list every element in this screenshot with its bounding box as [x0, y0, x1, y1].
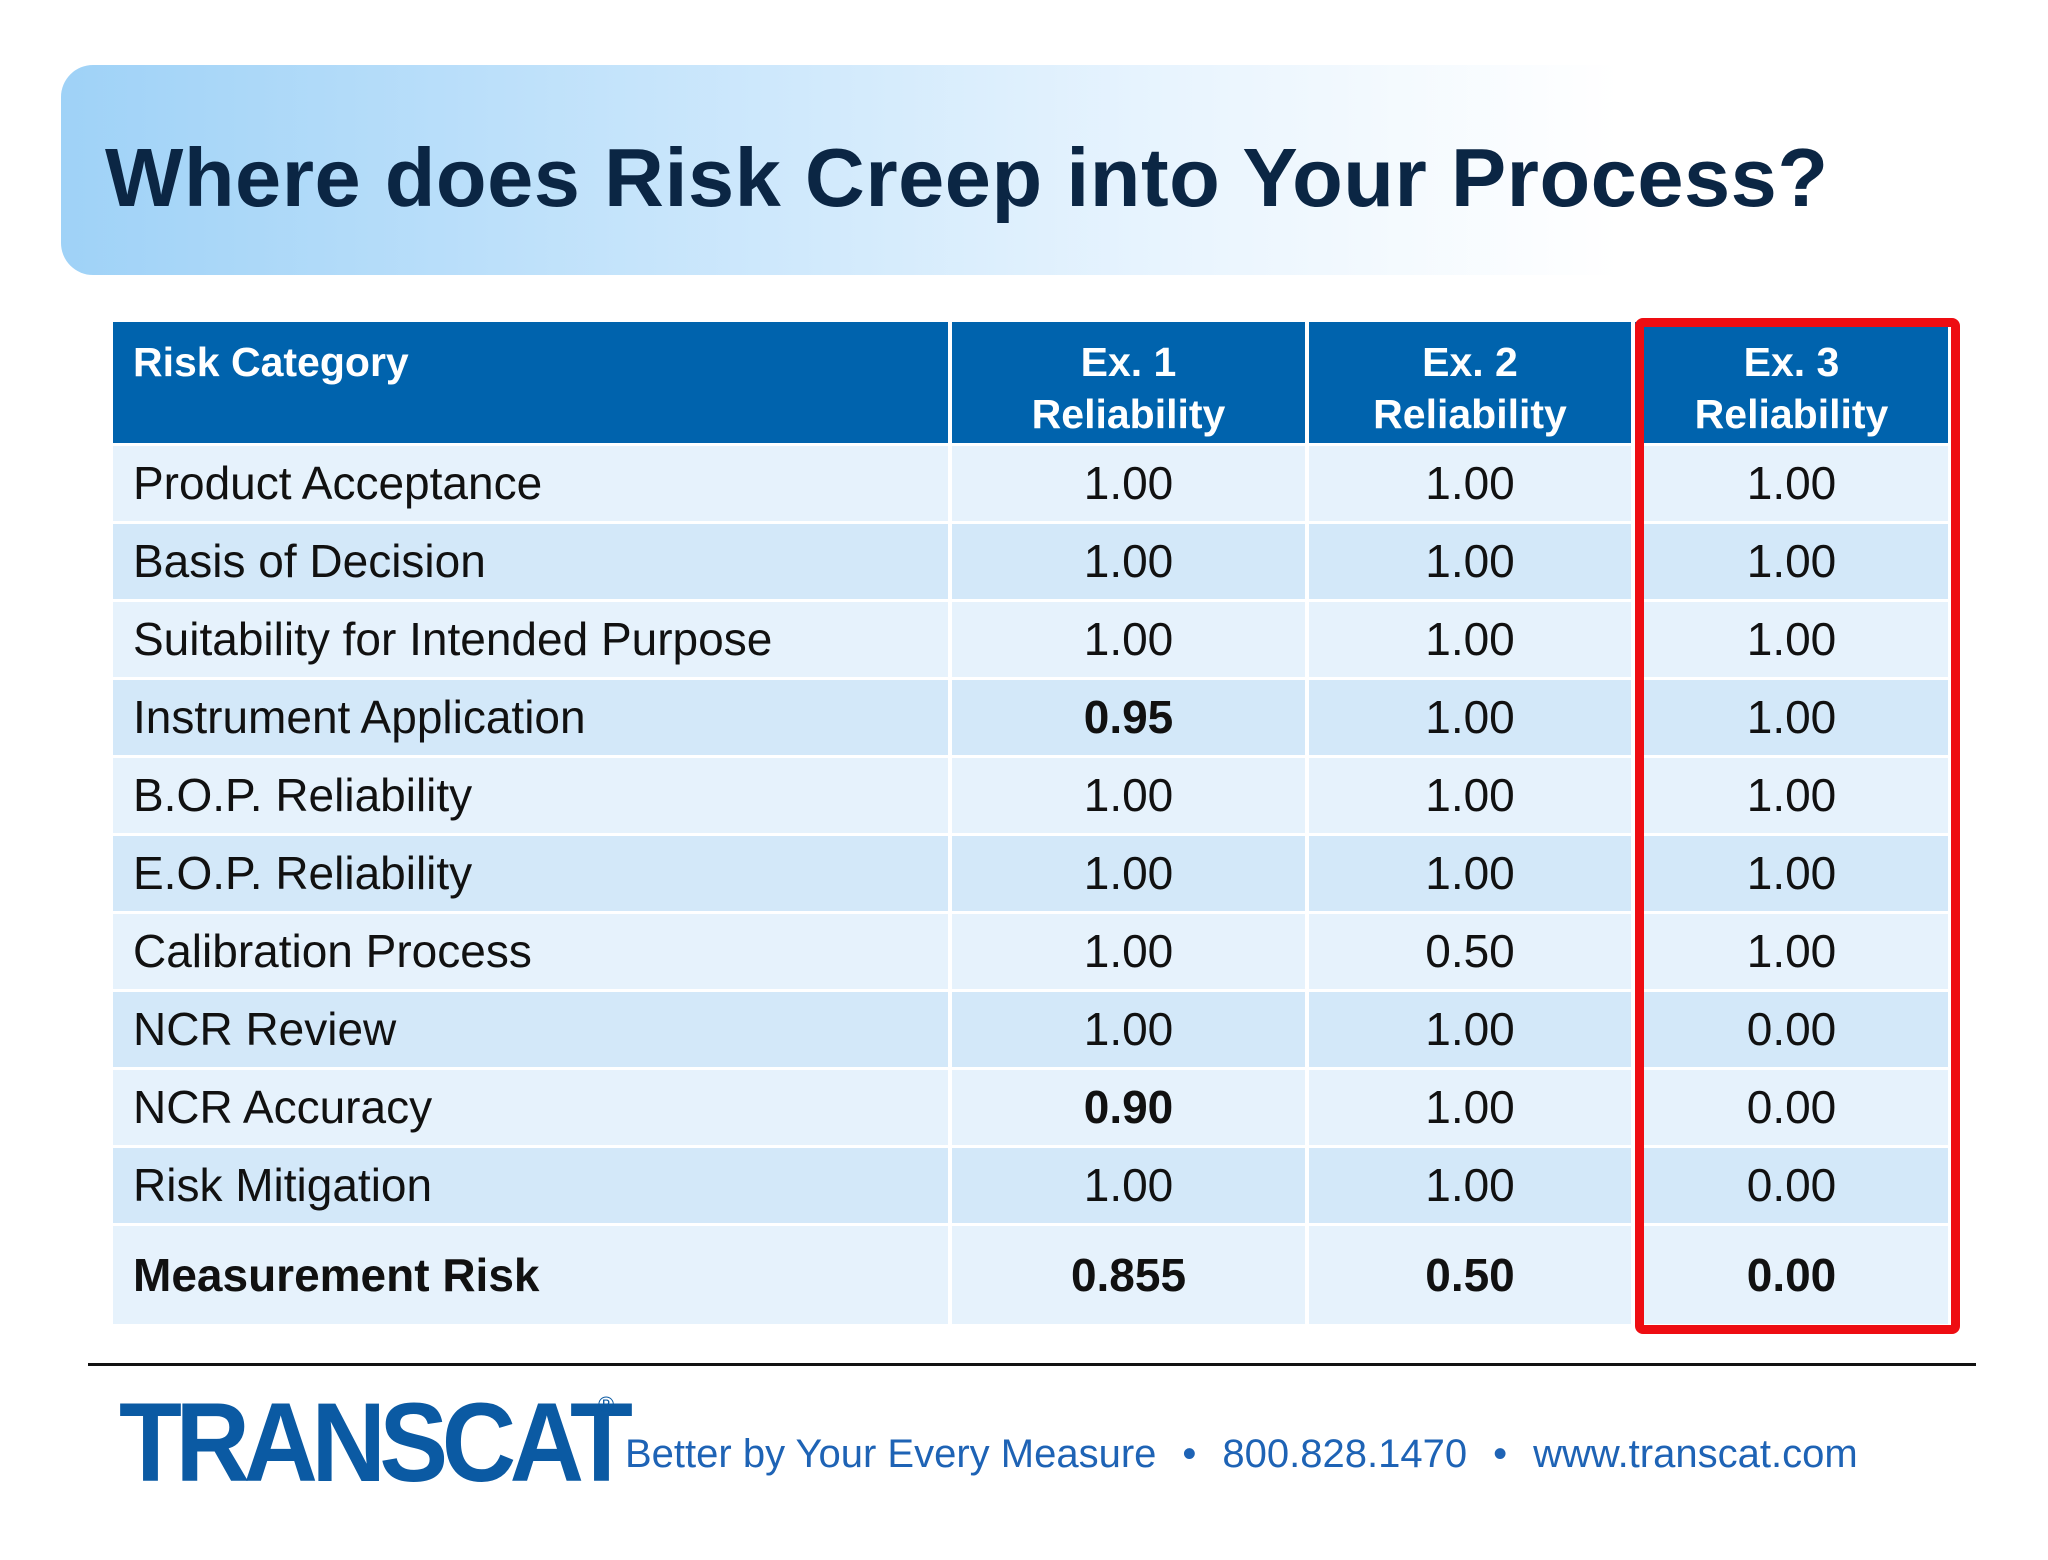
tagline-text: Better by Your Every Measure [625, 1432, 1156, 1477]
table-row: NCR Review 1.00 1.00 0.00 [113, 990, 1948, 1068]
header-ex3: Ex. 3 Reliability [1633, 322, 1948, 444]
header-ex1-line1: Ex. 1 [972, 336, 1285, 388]
row-ex1-value: 1.00 [950, 522, 1307, 600]
table-row: Risk Mitigation 1.00 1.00 0.00 [113, 1146, 1948, 1224]
row-ex3-value: 1.00 [1633, 522, 1948, 600]
row-category: NCR Accuracy [113, 1068, 950, 1146]
header-ex2-line1: Ex. 2 [1329, 336, 1611, 388]
row-ex1-value: 1.00 [950, 600, 1307, 678]
row-ex2-value: 0.50 [1307, 912, 1633, 990]
row-category: E.O.P. Reliability [113, 834, 950, 912]
row-ex1-value: 1.00 [950, 444, 1307, 522]
row-category: Product Acceptance [113, 444, 950, 522]
table-row: Product Acceptance 1.00 1.00 1.00 [113, 444, 1948, 522]
header-risk-category: Risk Category [113, 322, 950, 444]
row-ex1-value: 0.95 [950, 678, 1307, 756]
row-ex1-value: 1.00 [950, 756, 1307, 834]
total-ex2-value: 0.50 [1307, 1224, 1633, 1324]
table-row: Calibration Process 1.00 0.50 1.00 [113, 912, 1948, 990]
row-ex2-value: 1.00 [1307, 1068, 1633, 1146]
row-ex2-value: 1.00 [1307, 1146, 1633, 1224]
header-ex3-line2: Reliability [1655, 388, 1928, 440]
total-category: Measurement Risk [113, 1224, 950, 1324]
header-ex2: Ex. 2 Reliability [1307, 322, 1633, 444]
separator-dot: • [1493, 1432, 1507, 1477]
row-ex3-value: 0.00 [1633, 1146, 1948, 1224]
row-ex2-value: 1.00 [1307, 990, 1633, 1068]
row-category: Instrument Application [113, 678, 950, 756]
row-category: Suitability for Intended Purpose [113, 600, 950, 678]
table-row: NCR Accuracy 0.90 1.00 0.00 [113, 1068, 1948, 1146]
row-ex2-value: 1.00 [1307, 834, 1633, 912]
row-category: Risk Mitigation [113, 1146, 950, 1224]
row-ex1-value: 1.00 [950, 912, 1307, 990]
table-row: E.O.P. Reliability 1.00 1.00 1.00 [113, 834, 1948, 912]
transcat-logo: TRANSCAT [119, 1378, 627, 1507]
table-row: B.O.P. Reliability 1.00 1.00 1.00 [113, 756, 1948, 834]
row-ex3-value: 1.00 [1633, 678, 1948, 756]
table-row: Instrument Application 0.95 1.00 1.00 [113, 678, 1948, 756]
row-ex3-value: 1.00 [1633, 834, 1948, 912]
header-ex1-line2: Reliability [972, 388, 1285, 440]
table-row: Suitability for Intended Purpose 1.00 1.… [113, 600, 1948, 678]
footer-tagline: Better by Your Every Measure • 800.828.147… [625, 1432, 1858, 1477]
row-ex3-value: 1.00 [1633, 444, 1948, 522]
header-ex2-line2: Reliability [1329, 388, 1611, 440]
phone-number: 800.828.1470 [1222, 1432, 1467, 1477]
footer-divider [88, 1363, 1976, 1366]
row-ex3-value: 1.00 [1633, 912, 1948, 990]
row-ex2-value: 1.00 [1307, 756, 1633, 834]
row-ex3-value: 1.00 [1633, 756, 1948, 834]
row-ex1-value: 1.00 [950, 834, 1307, 912]
row-ex3-value: 0.00 [1633, 1068, 1948, 1146]
row-ex3-value: 0.00 [1633, 990, 1948, 1068]
header-ex1: Ex. 1 Reliability [950, 322, 1307, 444]
slide-title: Where does Risk Creep into Your Process? [105, 130, 1829, 226]
row-ex2-value: 1.00 [1307, 522, 1633, 600]
risk-table: Risk Category Ex. 1 Reliability Ex. 2 Re… [113, 322, 1948, 1324]
header-ex3-line1: Ex. 3 [1655, 336, 1928, 388]
total-ex1-value: 0.855 [950, 1224, 1307, 1324]
row-ex2-value: 1.00 [1307, 600, 1633, 678]
row-category: Basis of Decision [113, 522, 950, 600]
total-ex3-value: 0.00 [1633, 1224, 1948, 1324]
row-ex2-value: 1.00 [1307, 678, 1633, 756]
row-ex3-value: 1.00 [1633, 600, 1948, 678]
separator-dot: • [1182, 1432, 1196, 1477]
total-row: Measurement Risk 0.855 0.50 0.00 [113, 1224, 1948, 1324]
row-ex1-value: 1.00 [950, 990, 1307, 1068]
table-row: Basis of Decision 1.00 1.00 1.00 [113, 522, 1948, 600]
row-ex2-value: 1.00 [1307, 444, 1633, 522]
website-url: www.transcat.com [1533, 1432, 1858, 1477]
table-header-row: Risk Category Ex. 1 Reliability Ex. 2 Re… [113, 322, 1948, 444]
row-category: NCR Review [113, 990, 950, 1068]
row-ex1-value: 1.00 [950, 1146, 1307, 1224]
row-category: B.O.P. Reliability [113, 756, 950, 834]
row-category: Calibration Process [113, 912, 950, 990]
registered-mark: ® [598, 1392, 614, 1418]
row-ex1-value: 0.90 [950, 1068, 1307, 1146]
